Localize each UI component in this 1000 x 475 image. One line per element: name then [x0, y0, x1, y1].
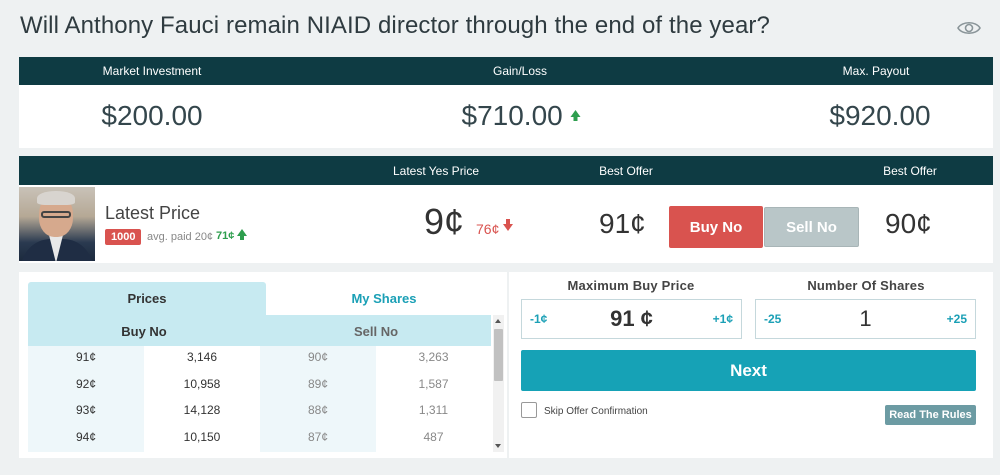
read-rules-button[interactable]: Read The Rules: [885, 405, 976, 425]
sell-price-cell: 89¢: [260, 372, 376, 399]
best-offer-buy-no: 91¢: [599, 208, 646, 239]
yes-change-value: 76¢: [476, 221, 500, 237]
table-row[interactable]: 93¢ 14,128 88¢ 1,311: [28, 399, 491, 426]
arrow-up-icon: [570, 110, 581, 121]
payout-value: $920.00: [829, 100, 931, 131]
shares-label: Number Of Shares: [807, 278, 925, 293]
arrow-up-icon: [237, 229, 248, 240]
orderbook-header: Buy No Sell No: [28, 315, 491, 346]
tab-prices[interactable]: Prices: [28, 282, 266, 315]
latest-price-label: Latest Price: [105, 203, 201, 223]
best-offer-label: Best Offer: [599, 164, 653, 178]
avg-gain-value: 71¢: [216, 230, 235, 242]
sell-qty-cell: 3,263: [376, 346, 491, 373]
sell-qty-cell: 1,587: [376, 372, 491, 399]
table-row[interactable]: 91¢ 3,146 90¢ 3,263: [28, 346, 491, 373]
sell-price-cell: 88¢: [260, 399, 376, 426]
avg-gain: 71¢: [216, 229, 248, 242]
investment-value: $200.00: [101, 100, 203, 131]
buy-no-button[interactable]: Buy No: [669, 206, 763, 248]
market-panel: Latest Yes Price Best Offer Best Offer L…: [19, 156, 993, 263]
investment-label: Market Investment: [102, 64, 202, 78]
max-price-label: Maximum Buy Price: [567, 278, 695, 293]
buy-qty-cell: 3,146: [144, 346, 260, 373]
table-row[interactable]: 94¢ 10,150 87¢ 487: [28, 425, 491, 452]
gainloss-value: $710.00: [462, 100, 581, 132]
title-row: Will Anthony Fauci remain NIAID director…: [0, 0, 1000, 56]
gainloss-label: Gain/Loss: [492, 64, 548, 78]
best-offer-label-2: Best Offer: [883, 164, 937, 178]
tab-my-shares[interactable]: My Shares: [266, 282, 502, 315]
sell-no-header: Sell No: [353, 324, 399, 339]
sell-price-cell: 90¢: [260, 346, 376, 373]
scroll-up-icon[interactable]: [495, 319, 501, 323]
market-header: Latest Yes Price Best Offer Best Offer: [19, 156, 993, 185]
order-form: Maximum Buy Price -1¢ 91 ¢ +1¢ Number Of…: [509, 272, 993, 458]
table-row[interactable]: 92¢ 10,958 89¢ 1,587: [28, 372, 491, 399]
market-body: Latest Price 1000 avg. paid 20¢ 71¢ 9¢ 7…: [19, 185, 993, 263]
shares-stepper: -25 1 +25: [755, 299, 976, 339]
sell-price-cell: 87¢: [260, 425, 376, 452]
latest-yes-price: 9¢: [424, 201, 465, 242]
sell-no-button[interactable]: Sell No: [764, 207, 859, 247]
scroll-down-icon[interactable]: [495, 444, 501, 448]
best-offer-sell-no: 90¢: [885, 208, 932, 239]
skip-confirmation-checkbox[interactable]: [521, 402, 537, 418]
orderbook-tabs: Prices My Shares: [28, 282, 502, 315]
buy-qty-cell: 10,150: [144, 425, 260, 452]
page-title: Will Anthony Fauci remain NIAID director…: [20, 12, 770, 39]
shares-increment-button[interactable]: +25: [946, 312, 967, 326]
shares-owned-badge: 1000: [105, 229, 142, 245]
scroll-thumb[interactable]: [494, 329, 503, 381]
position-summary: Market Investment Gain/Loss Max. Payout …: [19, 57, 993, 148]
orderbook-rows: 91¢ 3,146 90¢ 3,263 92¢ 10,958 89¢ 1,587…: [28, 346, 491, 452]
price-increment-button[interactable]: +1¢: [712, 312, 733, 326]
avg-paid-text: avg. paid 20¢: [147, 231, 214, 243]
gainloss-amount: $710.00: [461, 100, 563, 131]
buy-price-cell: 92¢: [28, 372, 144, 399]
summary-values: $200.00 $710.00 $920.00: [19, 85, 993, 148]
buy-price-cell: 91¢: [28, 346, 144, 373]
sell-qty-cell: 487: [376, 425, 491, 452]
next-button[interactable]: Next: [521, 350, 976, 391]
yes-price-change: 76¢: [476, 219, 514, 237]
price-input[interactable]: 91 ¢: [610, 306, 653, 331]
orderbook-panel: Prices My Shares Buy No Sell No 91¢ 3,14…: [19, 272, 507, 458]
latest-yes-label: Latest Yes Price: [392, 164, 480, 178]
avatar: [19, 187, 95, 261]
buy-price-cell: 94¢: [28, 425, 144, 452]
payout-label: Max. Payout: [842, 64, 910, 78]
buy-qty-cell: 14,128: [144, 399, 260, 426]
arrow-down-icon: [503, 219, 514, 231]
buy-qty-cell: 10,958: [144, 372, 260, 399]
skip-confirmation-label[interactable]: Skip Offer Confirmation: [544, 406, 648, 417]
price-stepper: -1¢ 91 ¢ +1¢: [521, 299, 742, 339]
shares-decrement-button[interactable]: -25: [764, 312, 782, 326]
price-decrement-button[interactable]: -1¢: [530, 312, 548, 326]
summary-header: Market Investment Gain/Loss Max. Payout: [19, 57, 993, 85]
orderbook-scrollbar[interactable]: [493, 315, 504, 452]
sell-qty-cell: 1,311: [376, 399, 491, 426]
buy-no-header: Buy No: [121, 324, 167, 339]
buy-price-cell: 93¢: [28, 399, 144, 426]
eye-icon[interactable]: [957, 18, 981, 38]
shares-input[interactable]: 1: [859, 306, 872, 331]
